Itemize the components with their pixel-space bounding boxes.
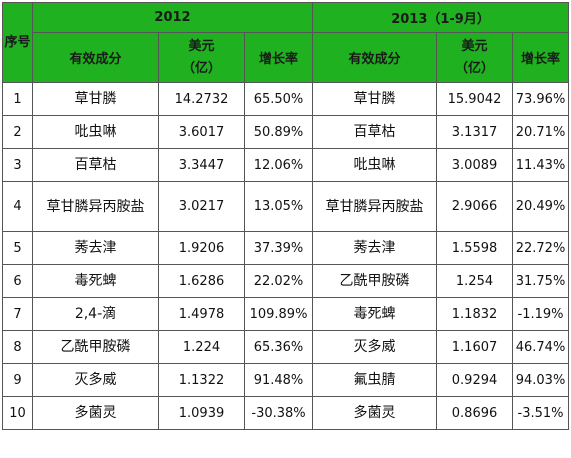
usd-2013: 1.1832 — [436, 297, 514, 331]
usd-2013: 1.1607 — [436, 330, 514, 364]
ingredient-2012: 草甘膦异丙胺盐 — [32, 181, 159, 232]
usd-2012: 1.0939 — [158, 396, 245, 430]
usd-2013: 2.9066 — [436, 181, 514, 232]
ingredient-2013: 草甘膦 — [312, 82, 438, 116]
row-number: 6 — [2, 264, 33, 298]
header-usd-2013: 美元（亿） — [436, 32, 514, 83]
ingredient-2013: 草甘膦异丙胺盐 — [312, 181, 438, 232]
row-number: 4 — [2, 181, 33, 232]
row-number: 1 — [2, 82, 33, 116]
usd-2012: 3.0217 — [158, 181, 245, 232]
usd-2012: 14.2732 — [158, 82, 245, 116]
table-row: 2 吡虫啉 3.6017 50.89% 百草枯 3.1317 20.71% — [2, 115, 570, 149]
growth-2013: 73.96% — [512, 82, 570, 116]
usd-2013: 3.0089 — [436, 148, 514, 182]
table-row: 6 毒死蜱 1.6286 22.02% 乙酰甲胺磷 1.254 31.75% — [2, 264, 570, 298]
table-row: 5 莠去津 1.9206 37.39% 莠去津 1.5598 22.72% — [2, 231, 570, 265]
ingredient-2012: 多菌灵 — [32, 396, 159, 430]
row-number: 10 — [2, 396, 33, 430]
growth-2012: -30.38% — [243, 396, 314, 430]
usd-2012: 1.4978 — [158, 297, 245, 331]
growth-2013: 20.71% — [512, 115, 570, 149]
table-row: 3 百草枯 3.3447 12.06% 吡虫啉 3.0089 11.43% — [2, 148, 570, 182]
ingredient-2013: 多菌灵 — [312, 396, 438, 430]
usd-2013: 1.5598 — [436, 231, 514, 265]
growth-2013: -3.51% — [512, 396, 570, 430]
pesticide-export-table: 序号 2012 2013（1-9月） 有效成分 美元（亿） 增长率 有效成分 美… — [2, 2, 570, 430]
row-number: 7 — [2, 297, 33, 331]
growth-2013: 94.03% — [512, 363, 570, 397]
usd-2013: 0.8696 — [436, 396, 514, 430]
growth-2013: -1.19% — [512, 297, 570, 331]
ingredient-2013: 灭多威 — [312, 330, 438, 364]
header-year-2013: 2013（1-9月） — [312, 2, 570, 33]
usd-2012: 1.1322 — [158, 363, 245, 397]
header-usd-2012: 美元（亿） — [158, 32, 245, 83]
growth-2013: 20.49% — [512, 181, 570, 232]
ingredient-2012: 百草枯 — [32, 148, 159, 182]
growth-2012: 109.89% — [243, 297, 314, 331]
row-number: 8 — [2, 330, 33, 364]
ingredient-2013: 吡虫啉 — [312, 148, 438, 182]
header-growth-2012: 增长率 — [243, 32, 314, 83]
header-seq: 序号 — [2, 2, 33, 83]
growth-2013: 31.75% — [512, 264, 570, 298]
growth-2012: 37.39% — [243, 231, 314, 265]
ingredient-2013: 百草枯 — [312, 115, 438, 149]
usd-2013: 0.9294 — [436, 363, 514, 397]
header-ingredient-2012: 有效成分 — [32, 32, 159, 83]
header-growth-2013: 增长率 — [512, 32, 570, 83]
growth-2012: 22.02% — [243, 264, 314, 298]
growth-2012: 65.50% — [243, 82, 314, 116]
ingredient-2013: 氟虫腈 — [312, 363, 438, 397]
growth-2013: 22.72% — [512, 231, 570, 265]
ingredient-2012: 乙酰甲胺磷 — [32, 330, 159, 364]
usd-2012: 1.6286 — [158, 264, 245, 298]
table-row: 8 乙酰甲胺磷 1.224 65.36% 灭多威 1.1607 46.74% — [2, 330, 570, 364]
ingredient-2013: 莠去津 — [312, 231, 438, 265]
header-ingredient-2013: 有效成分 — [312, 32, 438, 83]
growth-2012: 91.48% — [243, 363, 314, 397]
row-number: 5 — [2, 231, 33, 265]
growth-2012: 65.36% — [243, 330, 314, 364]
table-row: 10 多菌灵 1.0939 -30.38% 多菌灵 0.8696 -3.51% — [2, 396, 570, 430]
table-row: 1 草甘膦 14.2732 65.50% 草甘膦 15.9042 73.96% — [2, 82, 570, 116]
usd-2012: 1.224 — [158, 330, 245, 364]
row-number: 3 — [2, 148, 33, 182]
table-row: 9 灭多威 1.1322 91.48% 氟虫腈 0.9294 94.03% — [2, 363, 570, 397]
growth-2013: 46.74% — [512, 330, 570, 364]
usd-2012: 3.6017 — [158, 115, 245, 149]
ingredient-2012: 灭多威 — [32, 363, 159, 397]
usd-2013: 15.9042 — [436, 82, 514, 116]
ingredient-2012: 2,4-滴 — [32, 297, 159, 331]
usd-2012: 3.3447 — [158, 148, 245, 182]
usd-2013: 3.1317 — [436, 115, 514, 149]
row-number: 2 — [2, 115, 33, 149]
usd-2013: 1.254 — [436, 264, 514, 298]
table-row: 4 草甘膦异丙胺盐 3.0217 13.05% 草甘膦异丙胺盐 2.9066 20.49% — [2, 181, 570, 232]
ingredient-2013: 乙酰甲胺磷 — [312, 264, 438, 298]
row-number: 9 — [2, 363, 33, 397]
header-year-2012: 2012 — [31, 2, 314, 33]
usd-2012: 1.9206 — [158, 231, 245, 265]
growth-2012: 50.89% — [243, 115, 314, 149]
ingredient-2012: 莠去津 — [32, 231, 159, 265]
ingredient-2012: 吡虫啉 — [32, 115, 159, 149]
ingredient-2012: 草甘膦 — [32, 82, 159, 116]
table-row: 7 2,4-滴 1.4978 109.89% 毒死蜱 1.1832 -1.19% — [2, 297, 570, 331]
growth-2012: 13.05% — [243, 181, 314, 232]
ingredient-2013: 毒死蜱 — [312, 297, 438, 331]
growth-2012: 12.06% — [243, 148, 314, 182]
ingredient-2012: 毒死蜱 — [32, 264, 159, 298]
growth-2013: 11.43% — [512, 148, 570, 182]
